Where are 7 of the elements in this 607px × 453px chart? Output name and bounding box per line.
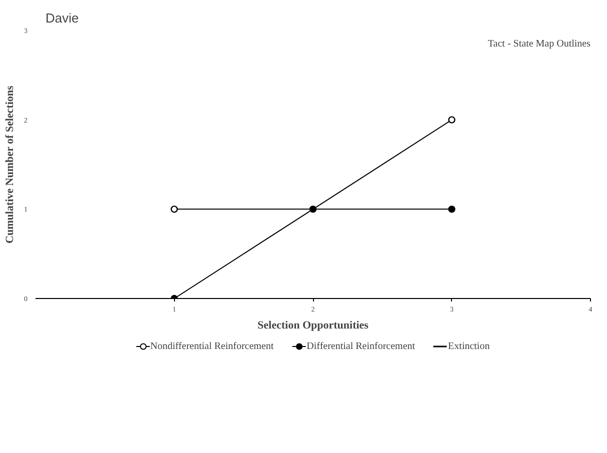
annotation: Tact - State Map Outlines	[488, 38, 591, 50]
legend-label: Nondifferential Reinforcement	[150, 340, 274, 352]
chart-title: Davie	[46, 10, 79, 26]
x-axis-title: Selection Opportunities	[258, 320, 370, 332]
legend-label: Extinction	[448, 340, 490, 352]
y-axis-title: Cumulative Number of Selections	[4, 85, 16, 244]
legend-label: Differential Reinforcement	[306, 340, 416, 352]
